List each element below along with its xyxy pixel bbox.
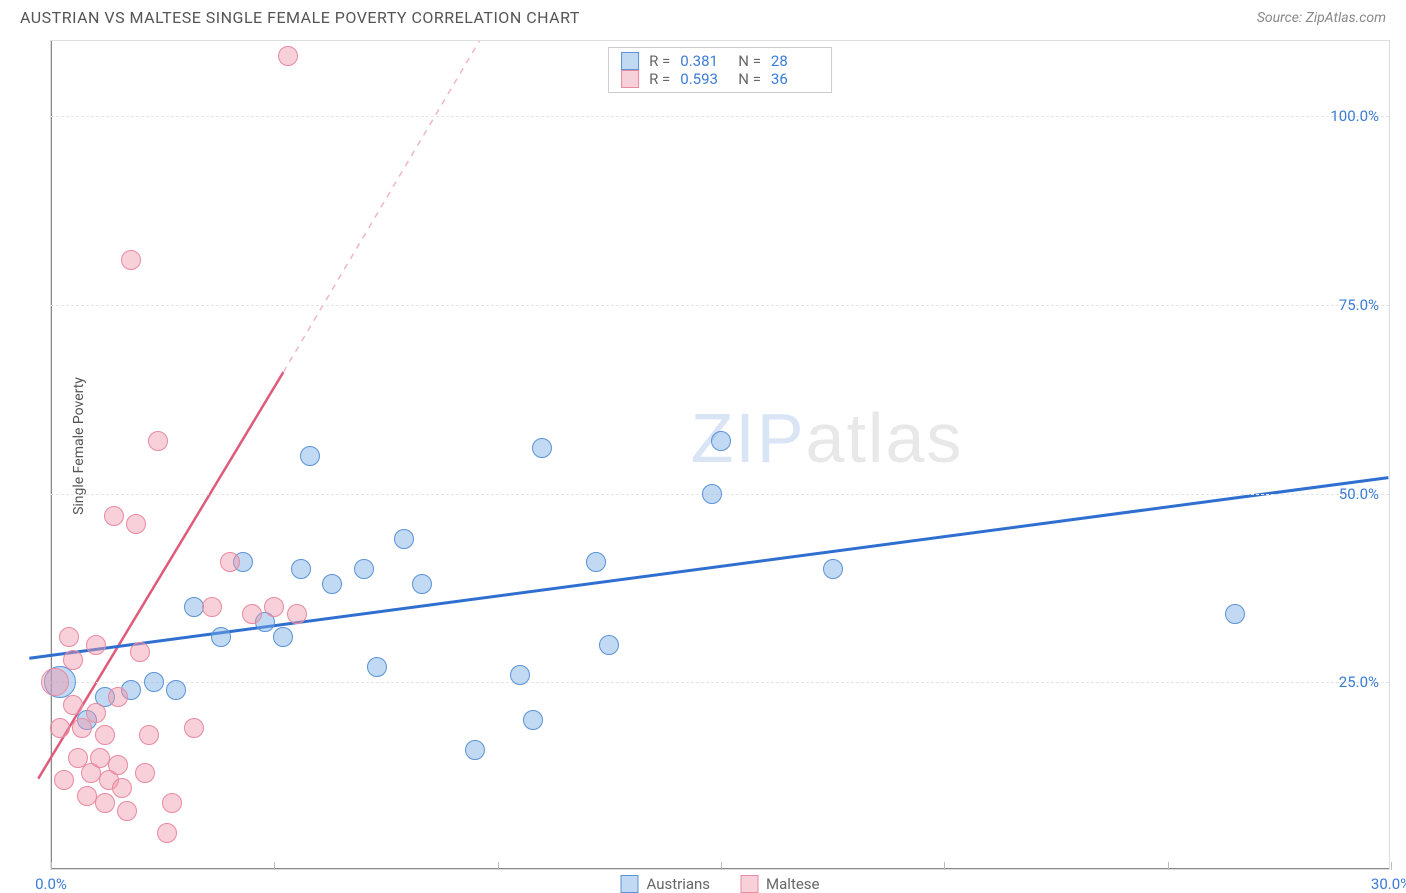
data-point	[54, 770, 74, 790]
data-point	[86, 703, 106, 723]
data-point	[117, 801, 137, 821]
swatch-austrians	[621, 52, 639, 70]
data-point	[354, 559, 374, 579]
data-point	[95, 725, 115, 745]
series-legend: Austrians Maltese	[620, 875, 819, 893]
x-tick	[274, 862, 275, 870]
data-point	[184, 718, 204, 738]
x-tick-label: 30.0%	[1371, 875, 1406, 893]
legend-label-austrians: Austrians	[646, 875, 710, 893]
gridline	[51, 116, 1389, 117]
legend-swatch-austrians	[620, 875, 638, 893]
chart-area: ZIPatlas 25.0%50.0%75.0%100.0%0.0%30.0% …	[50, 40, 1390, 870]
data-point	[144, 672, 164, 692]
data-point	[166, 680, 186, 700]
data-point	[148, 431, 168, 451]
legend-item-austrians: Austrians	[620, 875, 710, 893]
data-point	[108, 687, 128, 707]
y-tick-label: 50.0%	[1339, 485, 1379, 503]
data-point	[130, 642, 150, 662]
data-point	[394, 529, 414, 549]
data-point	[95, 793, 115, 813]
data-point	[702, 484, 722, 504]
plot-area: ZIPatlas 25.0%50.0%75.0%100.0%0.0%30.0%	[51, 41, 1389, 869]
correlation-row-austrians: R = 0.381 N = 28	[621, 52, 819, 70]
y-tick-label: 25.0%	[1339, 673, 1379, 691]
data-point	[50, 718, 70, 738]
data-point	[532, 438, 552, 458]
chart-title: AUSTRIAN VS MALTESE SINGLE FEMALE POVERT…	[20, 8, 580, 27]
data-point	[59, 627, 79, 647]
data-point	[287, 604, 307, 624]
data-point	[1225, 604, 1245, 624]
data-point	[264, 597, 284, 617]
data-point	[291, 559, 311, 579]
r-value-1: 0.593	[680, 70, 728, 88]
data-point	[586, 552, 606, 572]
x-tick	[498, 862, 499, 870]
data-point	[139, 725, 159, 745]
r-label-0: R =	[649, 52, 670, 70]
swatch-maltese	[621, 70, 639, 88]
data-point	[211, 627, 231, 647]
data-point	[711, 431, 731, 451]
x-tick-label: 0.0%	[35, 875, 67, 893]
data-point	[242, 604, 262, 624]
r-label-1: R =	[649, 70, 670, 88]
n-label-1: N =	[738, 70, 761, 88]
x-tick	[51, 862, 52, 870]
chart-source: Source: ZipAtlas.com	[1257, 10, 1386, 26]
data-point	[86, 635, 106, 655]
watermark-zip: ZIP	[691, 399, 806, 477]
correlation-row-maltese: R = 0.593 N = 36	[621, 70, 819, 88]
r-value-0: 0.381	[680, 52, 728, 70]
data-point	[523, 710, 543, 730]
data-point	[202, 597, 222, 617]
data-point	[104, 506, 124, 526]
x-tick	[1168, 862, 1169, 870]
data-point	[322, 574, 342, 594]
y-axis	[51, 41, 52, 869]
legend-swatch-maltese	[740, 875, 758, 893]
data-point	[599, 635, 619, 655]
n-value-1: 36	[771, 70, 819, 88]
x-tick	[1391, 862, 1392, 870]
trend-lines	[51, 41, 1389, 869]
watermark: ZIPatlas	[691, 398, 964, 478]
data-point	[300, 446, 320, 466]
n-value-0: 28	[771, 52, 819, 70]
data-point	[112, 778, 132, 798]
gridline	[51, 305, 1389, 306]
chart-header: AUSTRIAN VS MALTESE SINGLE FEMALE POVERT…	[0, 0, 1406, 33]
y-tick-label: 100.0%	[1330, 107, 1379, 125]
data-point	[157, 823, 177, 843]
data-point	[412, 574, 432, 594]
x-axis	[51, 868, 1389, 869]
data-point	[108, 755, 128, 775]
y-tick-label: 75.0%	[1339, 296, 1379, 314]
data-point	[823, 559, 843, 579]
legend-item-maltese: Maltese	[740, 875, 819, 893]
data-point	[510, 665, 530, 685]
data-point	[465, 740, 485, 760]
legend-label-maltese: Maltese	[766, 875, 819, 893]
gridline	[51, 682, 1389, 683]
data-point	[367, 657, 387, 677]
data-point	[135, 763, 155, 783]
data-point	[162, 793, 182, 813]
watermark-atlas: atlas	[806, 399, 964, 477]
data-point	[126, 514, 146, 534]
data-point	[41, 668, 69, 696]
data-point	[278, 46, 298, 66]
data-point	[63, 695, 83, 715]
data-point	[220, 552, 240, 572]
correlation-legend: R = 0.381 N = 28 R = 0.593 N = 36	[608, 47, 832, 93]
data-point	[63, 650, 83, 670]
data-point	[121, 250, 141, 270]
x-tick	[721, 862, 722, 870]
x-tick	[944, 862, 945, 870]
data-point	[273, 627, 293, 647]
n-label-0: N =	[738, 52, 761, 70]
